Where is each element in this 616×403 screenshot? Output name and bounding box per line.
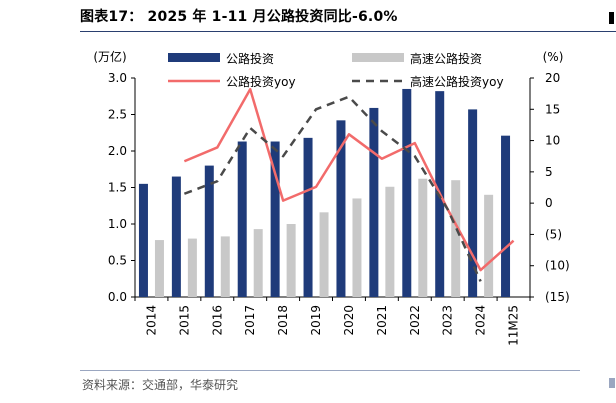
bar-expressway-investment bbox=[154, 240, 164, 297]
bar-expressway-investment bbox=[220, 236, 230, 297]
right-tick-label: 5 bbox=[545, 165, 553, 179]
x-tick-label: 2015 bbox=[177, 305, 191, 336]
bar-expressway-investment bbox=[319, 212, 329, 297]
left-tick-label: 3.0 bbox=[108, 71, 127, 85]
x-tick-label: 2024 bbox=[474, 305, 488, 336]
x-tick-label: 11M25 bbox=[507, 305, 521, 346]
page-edge-mark bbox=[609, 12, 614, 24]
right-tick-label: (10) bbox=[545, 259, 570, 273]
bar-expressway-investment bbox=[418, 178, 428, 297]
chart-title: 图表17： 2025 年 1-11 月公路投资同比-6.0% bbox=[80, 9, 398, 25]
bar-expressway-investment bbox=[253, 229, 263, 297]
right-tick-label: (5) bbox=[545, 227, 562, 241]
bar-highway-investment bbox=[468, 109, 478, 297]
lines bbox=[183, 88, 515, 282]
legend-highway-investment-swatch bbox=[168, 53, 220, 62]
x-tick-label: 2021 bbox=[375, 305, 389, 336]
right-tick-label: 15 bbox=[545, 102, 560, 116]
left-tick-label: 0.0 bbox=[108, 290, 127, 304]
right-tick-label: (15) bbox=[545, 290, 570, 304]
axes: 0.0 0.5 1.0 1.5 2.0 2.5 3.0 (万亿) (15) (10) (5) 0 5 10… bbox=[93, 49, 569, 304]
bar-expressway-investment bbox=[484, 194, 494, 297]
left-tick-label: 1.5 bbox=[108, 181, 127, 195]
right-tick-label: 10 bbox=[545, 134, 560, 148]
page-edge-mark-bottom bbox=[609, 378, 615, 388]
bar-expressway-investment bbox=[451, 180, 461, 297]
right-tick-label: 0 bbox=[545, 196, 553, 210]
bar-expressway-investment bbox=[385, 186, 395, 297]
left-tick-label: 2.0 bbox=[108, 144, 127, 158]
x-tick-label: 2023 bbox=[441, 305, 455, 336]
bar-highway-investment bbox=[138, 183, 148, 297]
left-axis-unit: (万亿) bbox=[93, 49, 126, 64]
x-tick-label: 2018 bbox=[276, 305, 290, 336]
x-tick-label: 2019 bbox=[309, 305, 323, 336]
right-axis-unit: (%) bbox=[543, 50, 564, 64]
x-tick-label: 2022 bbox=[408, 305, 422, 336]
legend-highway-yoy-label: 公路投资yoy bbox=[226, 74, 296, 89]
line-highway-yoy bbox=[183, 88, 515, 272]
left-tick-label: 1.0 bbox=[108, 217, 127, 231]
x-tick-label: 2016 bbox=[210, 305, 224, 336]
labels: 2014 2015 2016 2017 2018 2019 2020 2021 2022 2023… bbox=[144, 305, 520, 346]
bar-highway-investment bbox=[237, 141, 247, 297]
bar-expressway-investment bbox=[352, 198, 362, 297]
legend-highway-investment-label: 公路投资 bbox=[226, 51, 274, 66]
bar-highway-investment bbox=[369, 107, 379, 298]
line-expressway-yoy bbox=[183, 95, 482, 282]
bar-expressway-investment bbox=[286, 224, 296, 297]
bar-expressway-investment bbox=[187, 238, 197, 297]
left-tick-label: 0.5 bbox=[108, 254, 127, 268]
bar-highway-investment bbox=[270, 141, 280, 297]
bar-highway-investment bbox=[402, 88, 412, 297]
bar-highway-investment bbox=[303, 137, 313, 297]
bar-highway-investment bbox=[204, 165, 214, 297]
bar-highway-investment bbox=[336, 120, 346, 297]
bar-highway-investment bbox=[171, 176, 181, 297]
source-note: 资料来源：交通部，华泰研究 bbox=[82, 378, 239, 392]
right-tick-label: 20 bbox=[545, 71, 560, 85]
x-tick-label: 2020 bbox=[342, 305, 356, 336]
left-tick-label: 2.5 bbox=[108, 108, 127, 122]
bar-highway-investment bbox=[501, 135, 511, 297]
legend-expressway-investment-label: 高速公路投资 bbox=[410, 51, 482, 66]
bars bbox=[138, 88, 511, 298]
x-tick-label: 2017 bbox=[243, 305, 257, 336]
x-tick-label: 2014 bbox=[144, 305, 158, 336]
title-divider bbox=[80, 31, 616, 32]
legend-expressway-investment-swatch bbox=[352, 53, 404, 62]
source-divider bbox=[80, 370, 580, 371]
legend-expressway-yoy-label: 高速公路投资yoy bbox=[410, 74, 504, 89]
